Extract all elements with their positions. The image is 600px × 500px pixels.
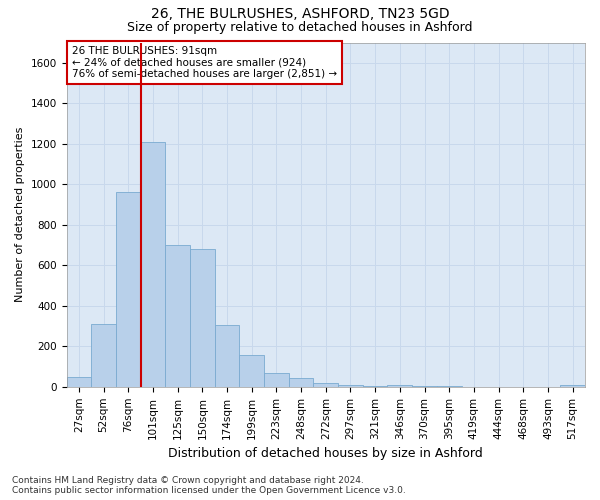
Text: Contains HM Land Registry data © Crown copyright and database right 2024.
Contai: Contains HM Land Registry data © Crown c… [12,476,406,495]
Bar [239,356,264,387]
Bar [67,376,91,387]
Text: 26 THE BULRUSHES: 91sqm
← 24% of detached houses are smaller (924)
76% of semi-d: 26 THE BULRUSHES: 91sqm ← 24% of detache… [72,46,337,79]
Bar [388,385,412,387]
Bar [437,386,461,387]
Bar [165,245,190,387]
Text: Size of property relative to detached houses in Ashford: Size of property relative to detached ho… [127,21,473,34]
Y-axis label: Number of detached properties: Number of detached properties [15,127,25,302]
Bar [560,385,585,387]
Bar [116,192,140,387]
Bar [91,324,116,387]
X-axis label: Distribution of detached houses by size in Ashford: Distribution of detached houses by size … [169,447,483,460]
Bar [215,325,239,387]
Bar [289,378,313,387]
Bar [190,249,215,387]
Bar [140,142,165,387]
Text: 26, THE BULRUSHES, ASHFORD, TN23 5GD: 26, THE BULRUSHES, ASHFORD, TN23 5GD [151,8,449,22]
Bar [338,385,363,387]
Bar [313,383,338,387]
Bar [264,372,289,387]
